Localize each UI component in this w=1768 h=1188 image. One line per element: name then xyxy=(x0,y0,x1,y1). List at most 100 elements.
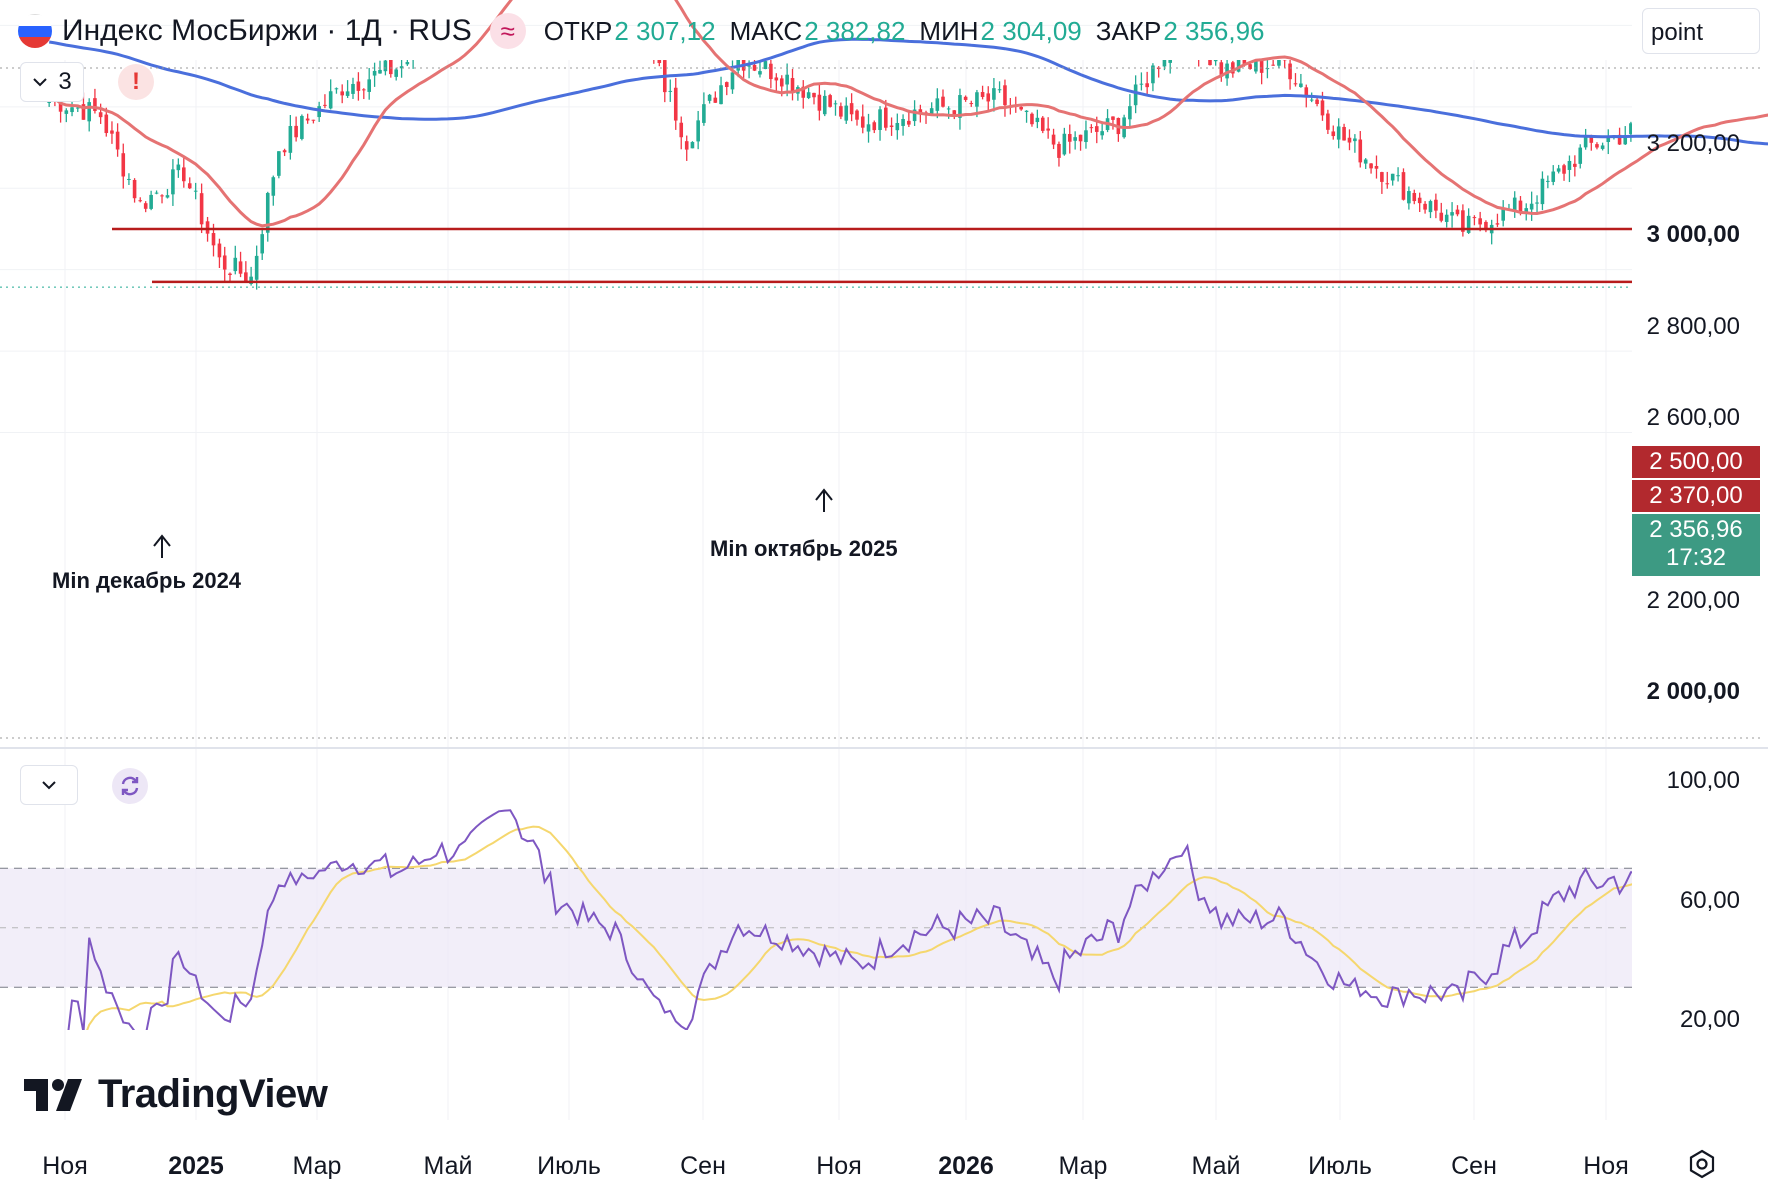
candle-body xyxy=(1428,201,1433,213)
candle-body xyxy=(1635,122,1639,123)
settings-icon[interactable] xyxy=(1686,1148,1718,1180)
candle-body xyxy=(1040,117,1045,131)
candle-body xyxy=(935,98,940,111)
candle-body xyxy=(1546,180,1550,182)
candle-body xyxy=(1674,121,1678,130)
close-value: 2 356,96 xyxy=(1163,15,1265,46)
candle-body xyxy=(1401,172,1406,200)
candle-body xyxy=(1589,135,1594,143)
candle-body xyxy=(1595,144,1599,148)
candle-body xyxy=(1518,200,1523,213)
candle-body xyxy=(1390,173,1395,181)
ma-slow-line xyxy=(48,37,1768,146)
level-2500-tag[interactable]: 2 500,00 xyxy=(1632,446,1760,478)
time-axis-label: Май xyxy=(1191,1152,1241,1180)
candle-body xyxy=(1535,202,1539,204)
candle-body xyxy=(1151,65,1155,84)
candle-body xyxy=(1702,106,1706,113)
candle-body xyxy=(1089,127,1094,129)
candle-body xyxy=(719,85,723,105)
candle-body xyxy=(372,70,377,76)
candle-body xyxy=(383,60,388,72)
last-price-tag: 2 356,96 17:32 xyxy=(1632,514,1760,576)
symbol-title[interactable]: Индекс МосБиржи · 1Д · RUS xyxy=(62,14,472,47)
annotation-min-oct-2025[interactable]: Min октябрь 2025 xyxy=(710,536,898,561)
candle-body xyxy=(64,110,69,114)
candle-body xyxy=(176,164,181,171)
candle-body xyxy=(1466,215,1471,233)
candle-body xyxy=(1046,128,1050,131)
candle-body xyxy=(1299,83,1303,88)
candle-body xyxy=(93,98,97,111)
candle-body xyxy=(205,221,210,234)
time-axis-label: Сен xyxy=(1451,1152,1497,1180)
time-axis-label: Мар xyxy=(292,1152,342,1180)
candle-body xyxy=(1562,165,1566,174)
price-axis-label: 2 800,00 xyxy=(1646,313,1740,340)
candle-body xyxy=(1139,83,1144,85)
candle-body xyxy=(1680,107,1684,120)
point-button[interactable]: point xyxy=(1642,8,1760,54)
price-axis-label: 2 600,00 xyxy=(1646,404,1740,431)
close-label: ЗАКР xyxy=(1095,15,1162,46)
candle-body xyxy=(345,91,350,96)
candle-body xyxy=(1331,131,1336,137)
candle-body xyxy=(1412,192,1417,202)
candle-body xyxy=(1057,143,1061,158)
candle-body xyxy=(1320,100,1325,116)
refresh-icon[interactable] xyxy=(112,768,148,804)
rsi-axis-label: 100,00 xyxy=(1666,767,1740,794)
rsi-line xyxy=(67,809,1632,1030)
time-axis-label: Июль xyxy=(537,1152,601,1180)
rsi-collapse-button[interactable] xyxy=(20,765,78,805)
price-axis-label: 3 000,00 xyxy=(1646,221,1740,248)
candle-body xyxy=(187,183,192,189)
candle-body xyxy=(844,105,849,121)
candle-body xyxy=(228,273,232,275)
candle-body xyxy=(758,71,762,75)
candle-body xyxy=(1708,104,1712,116)
indicators-toggle-button[interactable]: 3 xyxy=(20,62,84,102)
high-label: МАКС xyxy=(729,15,803,46)
candle-body xyxy=(1417,197,1422,204)
high-value: 2 382,82 xyxy=(804,15,906,46)
time-axis-label: 2026 xyxy=(938,1152,994,1180)
rsi-ma-line xyxy=(86,825,1632,1030)
indicators-count: 3 xyxy=(58,68,72,95)
candle-body xyxy=(305,118,310,121)
candle-body xyxy=(1663,128,1667,129)
level-2370-tag[interactable]: 2 370,00 xyxy=(1632,480,1760,512)
candle-body xyxy=(1685,107,1689,111)
candle-body xyxy=(1444,214,1449,222)
open-value: 2 307,12 xyxy=(614,15,716,46)
time-axis-label: Сен xyxy=(680,1152,726,1180)
time-axis-label: 2025 xyxy=(168,1152,224,1180)
candle-body xyxy=(317,106,321,118)
candle-body xyxy=(217,243,222,258)
candle-body xyxy=(277,151,281,176)
candle-body xyxy=(394,69,398,77)
annotation-min-dec-2024[interactable]: Min декабрь 2024 xyxy=(52,568,242,593)
russia-flag-icon xyxy=(18,14,52,48)
candle-body xyxy=(1003,85,1007,106)
candle-body xyxy=(1407,191,1411,204)
candle-body xyxy=(1168,60,1172,63)
arrow-up-icon xyxy=(815,488,833,512)
time-axis-label: Май xyxy=(423,1152,473,1180)
candle-body xyxy=(774,77,779,81)
time-axis-label: Июль xyxy=(1308,1152,1372,1180)
candle-body xyxy=(952,110,957,115)
bar-countdown: 17:32 xyxy=(1665,544,1727,571)
ohlc-high: МАКС2 382,82 xyxy=(730,16,906,47)
candle-body xyxy=(860,116,865,128)
tradingview-logo[interactable]: TradingView xyxy=(24,1072,328,1117)
candle-body xyxy=(149,194,153,209)
candle-body xyxy=(282,150,287,153)
approx-icon[interactable]: ≈ xyxy=(489,13,526,49)
candle-body xyxy=(1540,178,1545,205)
time-axis-label: Мар xyxy=(1058,1152,1108,1180)
warning-icon[interactable]: ! xyxy=(118,64,154,100)
candle-body xyxy=(1646,124,1650,129)
candle-body xyxy=(817,94,822,111)
